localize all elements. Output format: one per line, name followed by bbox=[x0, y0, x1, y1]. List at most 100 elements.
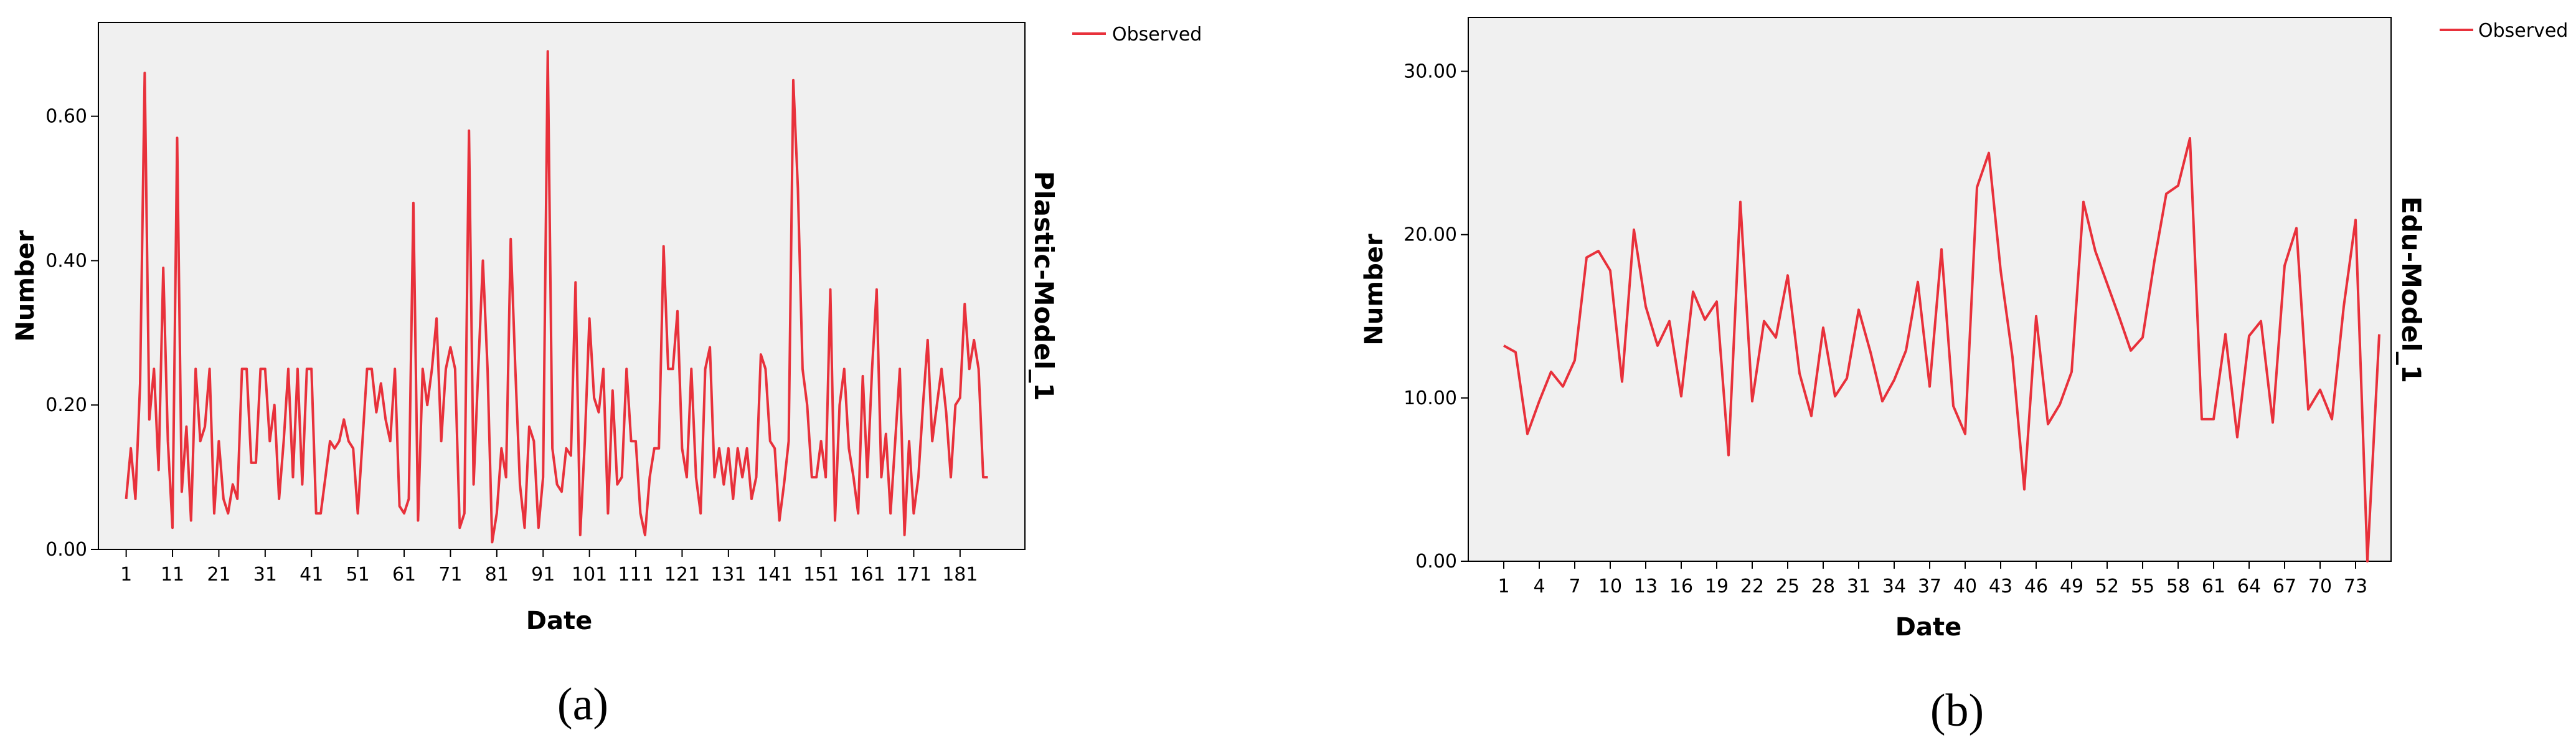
observed-point-a bbox=[806, 404, 808, 406]
x-tick-label-b: 25 bbox=[1776, 576, 1800, 597]
x-tick-label-a: 91 bbox=[531, 564, 555, 586]
observed-point-b bbox=[1597, 250, 1600, 252]
observed-point-a bbox=[908, 440, 910, 442]
observed-point-a bbox=[422, 368, 424, 370]
observed-point-a bbox=[366, 368, 369, 370]
observed-point-b bbox=[2248, 335, 2250, 337]
x-tick-label-b: 1 bbox=[1498, 576, 1509, 597]
observed-point-a bbox=[686, 476, 688, 478]
observed-point-b bbox=[1763, 320, 1765, 323]
observed-point-a bbox=[815, 476, 818, 478]
observed-point-b bbox=[1514, 351, 1517, 353]
y-tick-label-b: 20.00 bbox=[1404, 224, 1457, 246]
caption-a: (a) bbox=[557, 679, 608, 730]
observed-point-a bbox=[875, 288, 878, 291]
observed-point-a bbox=[834, 520, 836, 522]
observed-point-b bbox=[2165, 192, 2168, 195]
observed-point-b bbox=[1715, 300, 1718, 303]
observed-point-a bbox=[338, 440, 341, 442]
x-tick-label-b: 52 bbox=[2095, 576, 2119, 597]
observed-point-a bbox=[602, 368, 605, 370]
chart-b: 0.00 10.00 20.00 30.00 1 4 7 10 13 16 19 22 25 28 31 3… bbox=[1360, 17, 2568, 736]
observed-point-b bbox=[1656, 344, 1659, 347]
observed-point-a bbox=[333, 447, 336, 450]
observed-point-b bbox=[2331, 418, 2333, 420]
observed-point-a bbox=[894, 440, 897, 442]
observed-point-b bbox=[1680, 395, 1682, 397]
observed-point-a bbox=[704, 368, 707, 370]
observed-point-a bbox=[764, 368, 767, 370]
observed-point-a bbox=[181, 490, 183, 493]
observed-point-a bbox=[709, 346, 711, 349]
x-tick-label-a: 131 bbox=[710, 564, 746, 586]
observed-point-b bbox=[1692, 290, 1694, 293]
observed-point-b bbox=[2094, 250, 2097, 252]
observed-point-b bbox=[1573, 359, 1576, 362]
observed-point-a bbox=[954, 404, 956, 406]
observed-point-a bbox=[537, 526, 540, 529]
x-tick-label-b: 61 bbox=[2202, 576, 2225, 597]
observed-point-b bbox=[2047, 423, 2049, 425]
x-tick-label-b: 31 bbox=[1847, 576, 1871, 597]
observed-point-a bbox=[232, 483, 234, 486]
observed-point-b bbox=[1822, 326, 1824, 329]
observed-point-a bbox=[477, 368, 479, 370]
observed-point-a bbox=[783, 483, 785, 486]
x-tick-label-a: 31 bbox=[253, 564, 277, 586]
y-tick-label-b: 0.00 bbox=[1415, 551, 1457, 572]
observed-point-a bbox=[505, 476, 507, 478]
observed-point-a bbox=[843, 368, 846, 370]
observed-point-a bbox=[315, 512, 318, 515]
observed-point-b bbox=[2130, 349, 2132, 352]
observed-point-a bbox=[718, 447, 720, 450]
observed-point-a bbox=[158, 469, 160, 472]
observed-point-a bbox=[399, 505, 401, 508]
x-axis-ticks-a: 1 11 21 31 41 51 61 71 81 91 101 111 121 131 141 151 161… bbox=[120, 549, 978, 586]
observed-point-a bbox=[296, 368, 299, 370]
observed-point-a bbox=[255, 462, 257, 464]
y-tick-label-a: 0.60 bbox=[45, 106, 87, 128]
x-tick-label-a: 161 bbox=[849, 564, 885, 586]
x-tick-label-b: 19 bbox=[1705, 576, 1729, 597]
observed-point-b bbox=[2354, 219, 2357, 221]
observed-point-a bbox=[606, 512, 609, 515]
observed-point-a bbox=[796, 187, 799, 190]
x-tick-label-b: 34 bbox=[1882, 576, 1906, 597]
observed-point-a bbox=[435, 317, 438, 320]
observed-point-a bbox=[978, 368, 980, 370]
x-tick-label-a: 101 bbox=[572, 564, 607, 586]
legend-label-b: Observed bbox=[2478, 20, 2568, 42]
observed-point-a bbox=[171, 526, 174, 529]
x-tick-label-b: 28 bbox=[1811, 576, 1835, 597]
observed-point-a bbox=[824, 476, 827, 478]
observed-point-a bbox=[625, 368, 628, 370]
observed-point-b bbox=[2011, 356, 2014, 358]
observed-point-a bbox=[621, 476, 623, 478]
x-tick-label-b: 64 bbox=[2237, 576, 2261, 597]
observed-point-a bbox=[458, 526, 461, 529]
observed-point-a bbox=[482, 259, 484, 262]
observed-point-a bbox=[912, 512, 915, 515]
observed-point-a bbox=[283, 440, 285, 442]
x-tick-label-a: 81 bbox=[485, 564, 509, 586]
observed-point-b bbox=[1775, 336, 1777, 339]
observed-point-a bbox=[209, 368, 211, 370]
observed-point-b bbox=[2177, 184, 2179, 187]
observed-point-b bbox=[1988, 152, 1990, 154]
observed-point-b bbox=[1976, 186, 1978, 189]
observed-point-a bbox=[217, 440, 220, 442]
x-tick-label-b: 10 bbox=[1598, 576, 1622, 597]
observed-point-a bbox=[287, 368, 290, 370]
observed-point-a bbox=[862, 375, 864, 377]
observed-point-a bbox=[987, 476, 989, 478]
x-tick-label-b: 43 bbox=[1989, 576, 2012, 597]
observed-point-a bbox=[737, 447, 739, 450]
observed-point-b bbox=[2212, 418, 2215, 420]
observed-point-a bbox=[389, 440, 392, 442]
x-tick-label-b: 16 bbox=[1669, 576, 1693, 597]
observed-point-a bbox=[394, 368, 396, 370]
observed-point-a bbox=[310, 368, 313, 370]
observed-point-a bbox=[769, 440, 771, 442]
observed-point-b bbox=[2319, 389, 2321, 391]
observed-point-a bbox=[648, 476, 651, 478]
